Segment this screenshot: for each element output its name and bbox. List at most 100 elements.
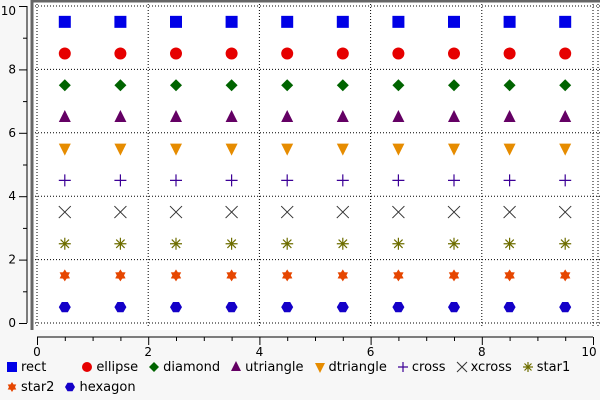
star1-point [559, 237, 572, 250]
xcross-point [280, 205, 294, 219]
star1-point [392, 237, 405, 250]
series-diamond [58, 79, 572, 92]
ellipse-point [281, 47, 294, 60]
y-tick-label: 0 [8, 316, 16, 330]
legend-label: cross [411, 359, 446, 375]
hexagon-point [114, 302, 127, 313]
star2-point [560, 269, 571, 282]
xcross-point [558, 205, 572, 219]
hexagon-point [170, 302, 182, 313]
xcross-point [447, 205, 461, 219]
dtriangle-marker-icon [314, 363, 325, 373]
star1-point [114, 237, 127, 250]
star2-point [448, 269, 460, 282]
rect-marker-icon [7, 362, 17, 372]
cross-point [170, 174, 182, 187]
star1-point [336, 237, 349, 250]
scatter-chart: 0 2 4 6 8 10 0 2 4 6 8 10 [1, 0, 600, 359]
star1-point [503, 237, 516, 250]
dtriangle-point [392, 143, 405, 156]
legend-label: utriangle [245, 359, 304, 375]
star2-point [115, 269, 126, 282]
x-tick-label: 4 [256, 345, 264, 359]
rect-point [114, 15, 127, 28]
x-tick-label: 2 [144, 345, 152, 359]
xcross-point [336, 205, 350, 219]
rect-point [392, 15, 405, 28]
star1-marker-icon [522, 362, 533, 372]
diamond-point [559, 79, 572, 92]
legend-item-cross: cross [397, 357, 446, 377]
utriangle-point [448, 109, 460, 122]
hexagon-point [58, 302, 71, 313]
x-tick-label: 6 [367, 345, 375, 359]
rect-point [559, 15, 572, 28]
dtriangle-point [58, 143, 71, 156]
xcross-point [169, 205, 183, 219]
star1-point [225, 237, 238, 250]
ellipse-point [448, 47, 460, 60]
rect-point [58, 15, 71, 28]
legend: rect ellipse diamond utriangle dtriangle cros… [6, 357, 600, 397]
hexagon-point [392, 302, 405, 313]
diamond-marker-icon [149, 362, 160, 372]
star1-point [58, 237, 71, 250]
diamond-point [170, 79, 182, 92]
utriangle-point [114, 109, 127, 122]
legend-label: hexagon [79, 379, 136, 395]
cross-point [114, 174, 127, 187]
star2-point [170, 269, 182, 282]
dtriangle-point [170, 143, 182, 156]
utriangle-point [336, 109, 349, 122]
hexagon-point [503, 302, 516, 313]
utriangle-point [392, 109, 405, 122]
legend-label: star2 [21, 379, 55, 395]
rect-point [225, 15, 238, 28]
legend-label: star1 [536, 359, 571, 375]
utriangle-point [281, 109, 294, 122]
xcross-point [503, 205, 516, 219]
diamond-point [392, 79, 405, 92]
dtriangle-point [114, 143, 127, 156]
star2-point [282, 269, 293, 282]
ellipse-point [58, 47, 71, 60]
dtriangle-point [503, 143, 516, 156]
star1-point [281, 237, 294, 250]
star2-point [393, 269, 404, 282]
rect-point [281, 15, 294, 28]
xcross-point [392, 205, 405, 219]
diamond-point [336, 79, 349, 92]
cross-point [281, 174, 294, 187]
legend-label: rect [21, 359, 47, 375]
legend-label: ellipse [96, 359, 139, 375]
star1-point [448, 237, 460, 250]
legend-item-utriangle: utriangle [230, 357, 304, 377]
cross-point [448, 174, 460, 187]
diamond-point [281, 79, 294, 92]
ellipse-point [503, 47, 516, 60]
diamond-point [225, 79, 238, 92]
ellipse-point [559, 47, 572, 60]
diamond-point [114, 79, 127, 92]
utriangle-point [503, 109, 516, 122]
xcross-marker-icon [456, 361, 467, 373]
series-utriangle [58, 109, 572, 122]
x-tick-label: 0 [33, 345, 41, 359]
y-tick-label: 2 [8, 253, 16, 267]
ellipse-point [336, 47, 349, 60]
series-xcross [58, 205, 572, 219]
star2-point [337, 269, 348, 282]
hexagon-point [559, 302, 572, 313]
xcross-point [225, 205, 238, 219]
legend-item-rect: rect [6, 357, 46, 377]
utriangle-point [559, 109, 572, 122]
cross-point [392, 174, 405, 187]
dtriangle-point [281, 143, 294, 156]
x-tick-label: 10 [581, 345, 596, 359]
y-tick-label: 4 [8, 189, 16, 203]
y-tick-label: 6 [8, 126, 16, 140]
y-tick-label: 10 [1, 4, 16, 18]
dtriangle-point [336, 143, 349, 156]
utriangle-marker-icon [231, 361, 242, 371]
hexagon-point [281, 302, 294, 313]
